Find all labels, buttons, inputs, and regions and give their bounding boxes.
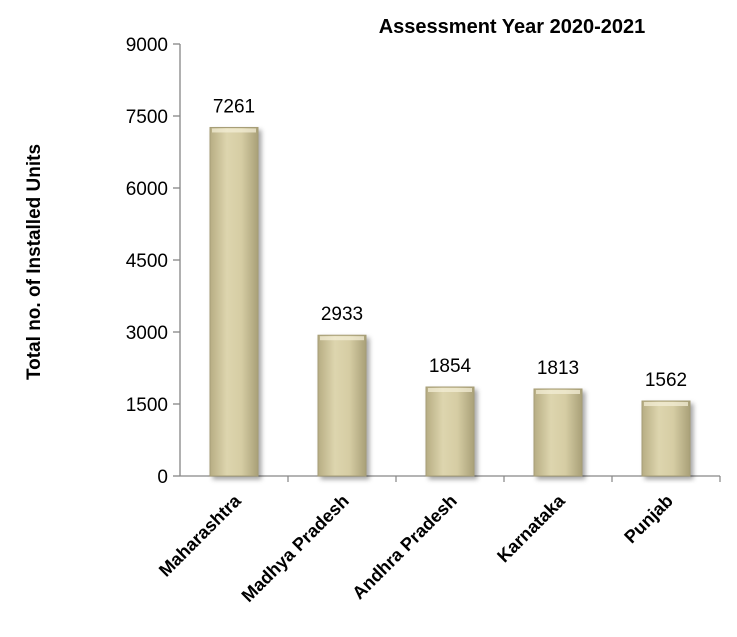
y-tick-label: 0 [157,467,168,488]
y-axis-label: Total no. of Installed Units [24,144,45,380]
x-tick-label: Madhya Pradesh [238,491,353,606]
y-tick-label: 3000 [126,323,168,344]
y-tick-label: 6000 [126,179,168,200]
bar [641,400,691,477]
x-tick-label: Karnataka [493,490,569,566]
x-tick-label: Maharashtra [155,490,246,581]
plot-area: 0 1500 3000 4500 6000 7500 9000 7261 Maharashtra… [126,35,721,606]
data-label: 1562 [645,370,687,391]
bar-highlight [536,389,580,394]
data-label: 7261 [213,96,255,117]
bar [533,388,583,477]
y-tick-label: 4500 [126,251,168,272]
data-label: 2933 [321,304,363,325]
x-tick-label: Andhra Pradesh [348,491,460,603]
y-tick-label: 1500 [126,395,168,416]
y-tick-label: 9000 [126,35,168,56]
bar-highlight [644,402,688,407]
bar [317,334,367,477]
bar-highlight [212,128,256,133]
data-label: 1854 [429,356,472,377]
chart-title: Assessment Year 2020-2021 [379,16,646,38]
data-label: 1813 [537,358,579,379]
bar [209,126,259,477]
y-tick-label: 7500 [126,107,168,128]
bar [425,386,475,477]
bar-highlight [428,388,472,393]
x-tick-label: Punjab [620,491,677,548]
bar-highlight [320,336,364,341]
